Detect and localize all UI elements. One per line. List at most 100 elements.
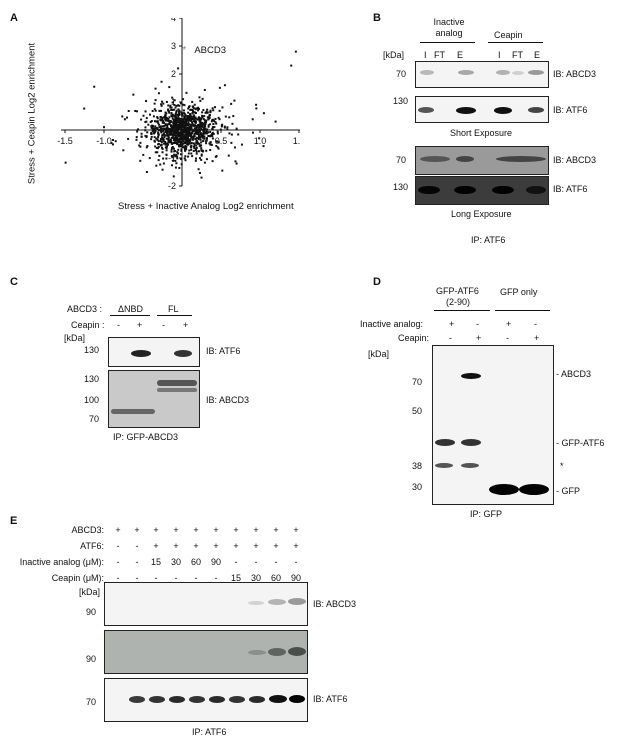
data-point — [202, 117, 205, 120]
data-point — [191, 117, 194, 120]
data-point — [163, 133, 166, 136]
data-point — [177, 124, 180, 127]
data-point — [204, 127, 207, 130]
data-point — [201, 116, 204, 119]
blot-e-abcd3-long — [104, 630, 308, 674]
data-point — [176, 155, 179, 158]
data-point — [226, 128, 229, 131]
data-point — [168, 86, 171, 89]
data-point — [158, 109, 161, 112]
data-point — [165, 157, 168, 160]
lane-label: FT — [434, 50, 445, 60]
data-point — [200, 118, 203, 121]
data-point — [154, 125, 157, 128]
data-point — [205, 139, 208, 142]
data-point — [168, 111, 171, 114]
fl-underline — [157, 315, 192, 316]
condition-cell: 60 — [270, 573, 281, 583]
condition-cell: 60 — [190, 557, 201, 567]
data-point — [161, 151, 164, 154]
data-point — [224, 115, 227, 118]
data-point — [154, 151, 157, 154]
abcd3-annotation: ABCD3 — [194, 45, 226, 56]
data-point — [187, 152, 190, 155]
data-point — [160, 109, 163, 112]
data-point — [175, 121, 178, 124]
y-tick-label: 1 — [171, 97, 176, 107]
data-point — [174, 106, 177, 109]
condition-cell: + — [233, 541, 239, 551]
marker-90: 90 — [86, 654, 97, 664]
data-point — [191, 122, 194, 125]
data-point — [169, 124, 172, 127]
data-point — [198, 144, 201, 147]
data-point — [197, 109, 200, 112]
data-point — [177, 152, 180, 155]
data-point — [187, 138, 190, 141]
data-point — [160, 80, 163, 83]
data-point — [151, 130, 154, 133]
data-point — [220, 125, 223, 128]
data-point — [213, 106, 216, 109]
data-point — [201, 125, 204, 128]
data-point — [171, 96, 174, 99]
data-point — [179, 145, 182, 148]
data-point — [209, 143, 212, 146]
data-point — [188, 149, 191, 152]
data-point — [218, 109, 221, 112]
data-point — [195, 144, 198, 147]
data-point — [123, 118, 126, 121]
data-point — [211, 126, 214, 129]
condition-cell: 90 — [290, 573, 301, 583]
data-point — [170, 148, 173, 151]
data-point — [139, 141, 142, 144]
data-point — [174, 155, 177, 158]
data-point — [186, 115, 189, 118]
data-point — [174, 142, 177, 145]
condition-cell: 15 — [150, 557, 161, 567]
data-point — [181, 135, 184, 138]
data-point — [192, 137, 195, 140]
data-point — [198, 142, 201, 145]
data-point — [205, 110, 208, 113]
data-point — [151, 126, 154, 129]
condition-cell: - — [234, 557, 238, 567]
data-point — [192, 135, 195, 138]
data-point — [215, 122, 218, 125]
data-point — [199, 124, 202, 127]
data-point — [184, 117, 187, 120]
data-point — [191, 105, 194, 108]
data-point — [196, 132, 199, 135]
data-point — [174, 113, 177, 116]
data-point — [207, 134, 210, 137]
data-point — [189, 119, 192, 122]
data-point — [145, 117, 148, 120]
data-point — [177, 135, 180, 138]
data-point — [174, 149, 177, 152]
data-point — [177, 104, 180, 107]
data-point — [184, 127, 187, 130]
data-point — [217, 147, 220, 150]
data-point — [192, 117, 195, 120]
data-point — [185, 145, 188, 148]
data-point — [176, 136, 179, 139]
data-point — [177, 148, 180, 151]
x-tick-label: -1.0 — [96, 136, 112, 146]
data-point — [167, 138, 170, 141]
data-point — [194, 127, 197, 130]
data-point — [196, 126, 199, 129]
data-point — [202, 132, 205, 135]
data-point — [184, 137, 187, 140]
data-point — [188, 134, 191, 137]
blot-e-abcd3 — [104, 582, 308, 626]
data-point — [166, 142, 169, 145]
data-point — [159, 163, 162, 166]
ib-label: IB: ABCD3 — [553, 69, 597, 79]
band-label-gfp: - GFP — [556, 486, 581, 496]
condition-cell: + — [213, 525, 219, 535]
data-point — [156, 116, 159, 119]
data-point — [180, 102, 183, 105]
data-point — [142, 153, 145, 156]
data-point — [209, 135, 212, 138]
data-point — [190, 136, 193, 139]
